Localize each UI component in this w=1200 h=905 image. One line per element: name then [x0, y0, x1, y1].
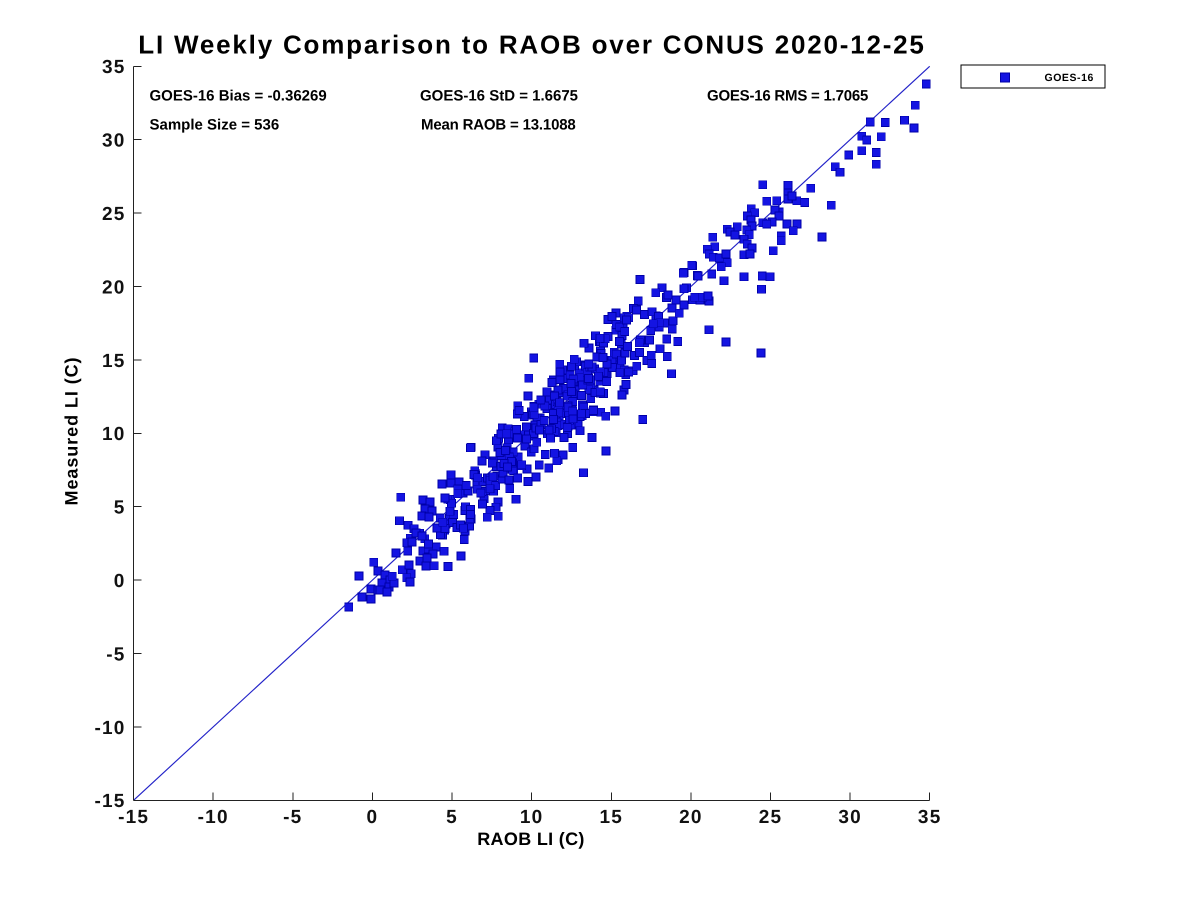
svg-text:Measured LI (C): Measured LI (C): [62, 357, 82, 506]
svg-text:20: 20: [102, 277, 126, 298]
svg-text:RAOB LI (C): RAOB LI (C): [477, 829, 585, 849]
svg-text:25: 25: [759, 807, 783, 828]
svg-text:25: 25: [102, 204, 126, 225]
svg-text:30: 30: [838, 807, 862, 828]
svg-text:-5: -5: [283, 807, 302, 828]
svg-text:-10: -10: [94, 718, 125, 739]
svg-text:GOES-16 Bias = -0.36269: GOES-16 Bias = -0.36269: [150, 87, 327, 104]
svg-text:10: 10: [520, 807, 544, 828]
svg-text:LI Weekly Comparison to RAOB o: LI Weekly Comparison to RAOB over CONUS …: [138, 30, 925, 60]
svg-text:GOES-16 RMS = 1.7065: GOES-16 RMS = 1.7065: [707, 87, 868, 104]
svg-text:30: 30: [102, 131, 126, 152]
svg-text:-5: -5: [106, 644, 125, 665]
svg-text:Mean RAOB = 13.1088: Mean RAOB = 13.1088: [421, 117, 576, 134]
svg-text:5: 5: [114, 498, 126, 519]
svg-text:-15: -15: [94, 791, 125, 812]
svg-text:5: 5: [446, 807, 458, 828]
svg-text:20: 20: [679, 807, 703, 828]
svg-text:35: 35: [918, 807, 942, 828]
svg-text:35: 35: [102, 57, 126, 78]
svg-text:0: 0: [367, 807, 379, 828]
svg-text:Sample Size = 536: Sample Size = 536: [150, 117, 280, 134]
svg-text:15: 15: [600, 807, 624, 828]
svg-text:-10: -10: [198, 807, 229, 828]
svg-text:0: 0: [114, 571, 126, 592]
svg-text:GOES-16: GOES-16: [1045, 72, 1094, 84]
svg-text:15: 15: [102, 351, 126, 372]
svg-text:10: 10: [102, 424, 126, 445]
svg-text:GOES-16 StD = 1.6675: GOES-16 StD = 1.6675: [420, 87, 578, 104]
svg-text:-15: -15: [118, 807, 149, 828]
